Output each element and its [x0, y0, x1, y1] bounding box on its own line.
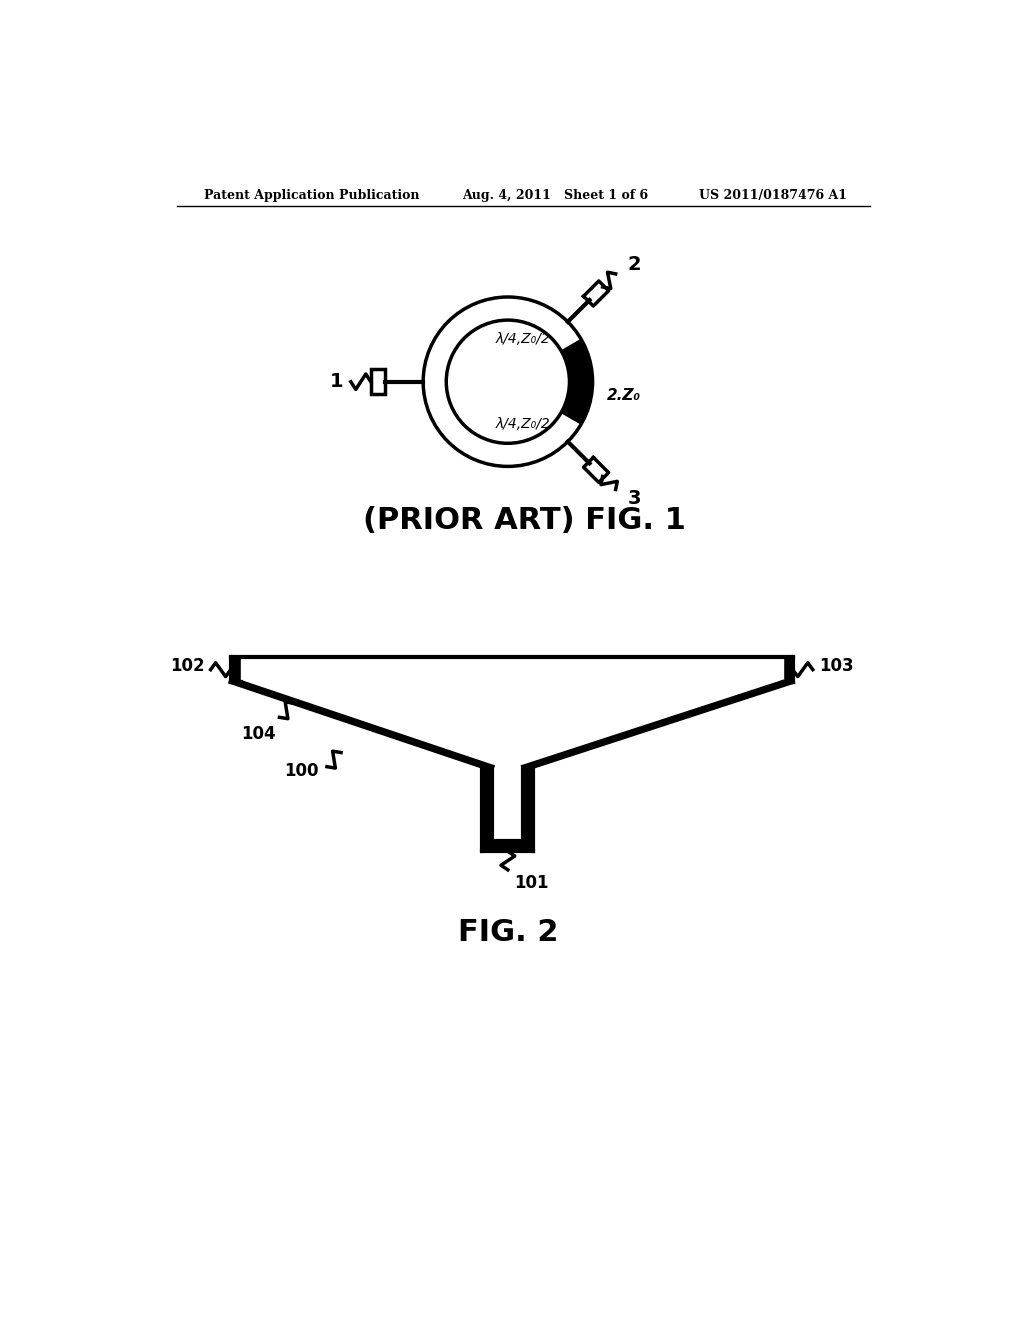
- Text: 3: 3: [628, 490, 641, 508]
- Text: 104: 104: [241, 725, 275, 743]
- Text: Aug. 4, 2011   Sheet 1 of 6: Aug. 4, 2011 Sheet 1 of 6: [462, 189, 648, 202]
- Text: US 2011/0187476 A1: US 2011/0187476 A1: [698, 189, 847, 202]
- Polygon shape: [241, 657, 782, 682]
- Text: 101: 101: [514, 874, 549, 892]
- Polygon shape: [241, 682, 782, 841]
- Text: Patent Application Publication: Patent Application Publication: [204, 189, 419, 202]
- Text: λ/4,Z₀/2: λ/4,Z₀/2: [496, 417, 551, 432]
- Text: 102: 102: [170, 657, 205, 675]
- Polygon shape: [230, 657, 793, 851]
- Bar: [371, 370, 385, 395]
- Text: λ/4,Z₀/2: λ/4,Z₀/2: [496, 333, 551, 346]
- Text: (PRIOR ART) FIG. 1: (PRIOR ART) FIG. 1: [364, 506, 686, 535]
- Text: FIG. 2: FIG. 2: [458, 917, 558, 946]
- Polygon shape: [561, 339, 593, 424]
- Text: 2: 2: [628, 255, 641, 275]
- Text: 2.Z₀: 2.Z₀: [606, 388, 640, 403]
- Text: 1: 1: [330, 372, 343, 391]
- Text: 100: 100: [285, 762, 319, 780]
- Text: 103: 103: [819, 657, 854, 675]
